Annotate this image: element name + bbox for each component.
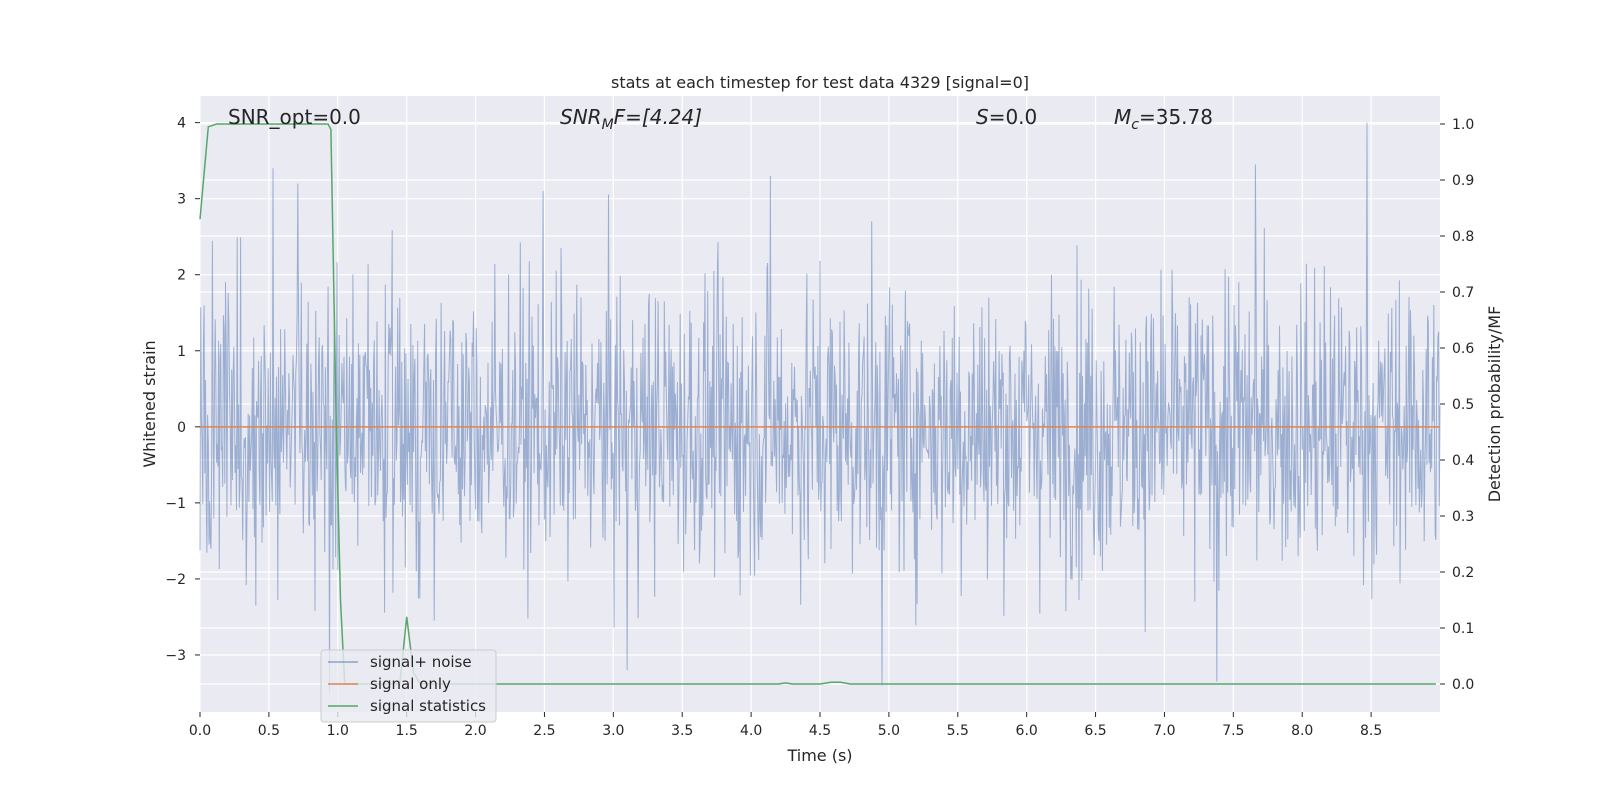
annotation-mc: Mc=35.78 — [1114, 105, 1213, 133]
legend-label-signal-only: signal only — [370, 675, 451, 693]
y-tick-label-right: 0.9 — [1452, 173, 1474, 189]
x-tick-label: 8.5 — [1360, 723, 1382, 739]
annotation-s-value: =0.0 — [989, 105, 1038, 129]
annotation-mc-subscript: c — [1131, 117, 1139, 133]
y-tick-label-left: 3 — [177, 192, 186, 208]
y-tick-label-right: 0.6 — [1452, 341, 1474, 357]
annotation-snr-mf-subscript: M — [602, 117, 614, 133]
chart-title: stats at each timestep for test data 432… — [611, 73, 1029, 92]
x-tick-label: 8.0 — [1291, 723, 1313, 739]
x-tick-label: 5.5 — [947, 723, 969, 739]
x-tick-label: 4.5 — [809, 723, 831, 739]
y-tick-label-right: 1.0 — [1452, 117, 1474, 133]
y-tick-label-right: 0.3 — [1452, 509, 1474, 525]
x-tick-label: 3.5 — [671, 723, 693, 739]
x-tick-label: 2.5 — [533, 723, 555, 739]
y-axis-label-left: Whitened strain — [140, 340, 159, 467]
series-signal-noise — [199, 122, 1441, 694]
y-tick-label-right: 0.1 — [1452, 621, 1474, 637]
y-tick-label-right: 0.7 — [1452, 285, 1474, 301]
y-tick-label-right: 0.5 — [1452, 397, 1474, 413]
y-tick-label-left: 2 — [177, 268, 186, 284]
annotation-snr-opt: SNR_opt=0.0 — [228, 105, 361, 129]
annotation-snr-mf-symbol: SNR — [560, 105, 602, 129]
x-tick-label: 0.5 — [258, 723, 280, 739]
x-tick-label: 5.0 — [878, 723, 900, 739]
x-tick-label: 0.0 — [189, 723, 211, 739]
y-tick-label-right: 0.8 — [1452, 229, 1474, 245]
legend-box — [320, 649, 497, 723]
y-tick-label-left: 1 — [177, 344, 186, 360]
x-axis-label: Time (s) — [786, 746, 852, 765]
x-tick-label: 7.5 — [1222, 723, 1244, 739]
x-tick-label: 2.0 — [464, 723, 486, 739]
x-tick-label: 3.0 — [602, 723, 624, 739]
annotation-mc-value: =35.78 — [1139, 105, 1213, 129]
legend-label-signal-statistics: signal statistics — [370, 697, 486, 715]
annotation-mc-symbol: M — [1114, 105, 1131, 129]
y-tick-label-right: 0.0 — [1452, 677, 1474, 693]
y-tick-label-right: 0.4 — [1452, 453, 1474, 469]
annotation-s: S=0.0 — [976, 105, 1037, 129]
y-tick-label-left: 0 — [177, 420, 186, 436]
y-tick-label-left: 4 — [177, 116, 186, 132]
annotation-s-symbol: S — [976, 105, 989, 129]
x-tick-label: 6.0 — [1016, 723, 1038, 739]
annotation-snr-mf-value: F=[4.24] — [614, 105, 702, 129]
legend: signal+ noise signal only signal statist… — [320, 649, 497, 723]
x-tick-label: 1.0 — [327, 723, 349, 739]
x-tick-label: 7.0 — [1153, 723, 1175, 739]
x-tick-label: 4.0 — [740, 723, 762, 739]
y-tick-label-left: −1 — [165, 496, 186, 512]
legend-label-signal-noise: signal+ noise — [370, 653, 472, 671]
annotation-snr-mf: SNRMF=[4.24] — [560, 105, 702, 133]
signal-noise-line — [199, 122, 1441, 694]
y-tick-label-right: 0.2 — [1452, 565, 1474, 581]
y-axis-label-right: Detection probability/MF — [1485, 306, 1504, 503]
y-tick-label-left: −3 — [165, 648, 186, 664]
y-tick-label-left: −2 — [165, 572, 186, 588]
axis-ticks: 0.0 0.5 1.0 1.5 2.0 2.5 3.0 3.5 4.0 4.5 5.0 5.5 6.0 6… — [165, 116, 1474, 739]
x-tick-label: 6.5 — [1084, 723, 1106, 739]
x-tick-label: 1.5 — [396, 723, 418, 739]
